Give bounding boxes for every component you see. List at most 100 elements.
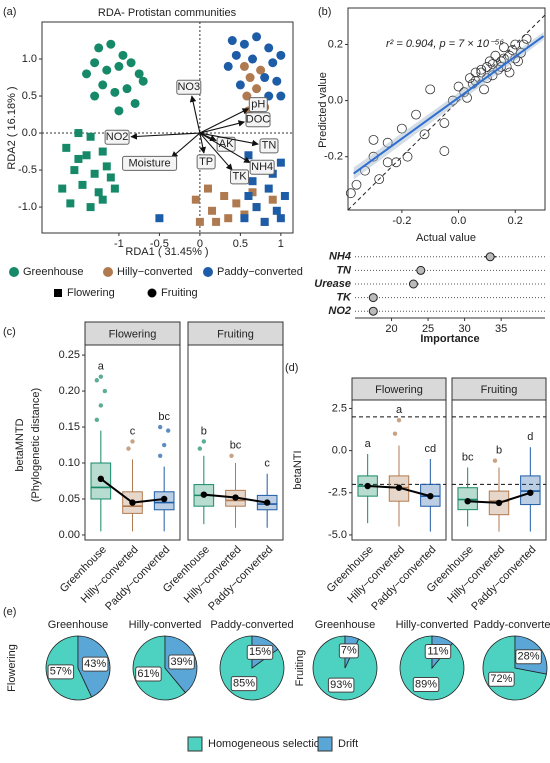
point (476, 67, 487, 78)
point (276, 158, 285, 167)
legend-swatch (203, 267, 213, 277)
point (90, 169, 99, 178)
legend-label: Drift (338, 738, 358, 750)
outlier (98, 403, 104, 408)
x-tick-label: 25 (422, 323, 434, 335)
y-tick-label: 0.5 (22, 90, 37, 102)
significance-letter: bc (230, 440, 242, 452)
point (447, 95, 458, 106)
y-axis-label: Predicted value (317, 72, 329, 148)
point (86, 132, 95, 141)
env-label-box (248, 97, 268, 113)
x-axis-label: Importance (420, 333, 479, 345)
category-label: Hilly−converted (79, 544, 141, 606)
panel-label: (e) (3, 606, 16, 618)
outlier (98, 374, 104, 379)
env-arrow (199, 108, 250, 134)
significance-letter: cd (425, 443, 437, 455)
y-tick-label: 0.10 (59, 457, 80, 469)
plot-frame (41, 21, 294, 234)
pie-label-box (168, 654, 195, 670)
facet-label: Fruiting (217, 328, 254, 340)
point (345, 188, 356, 199)
y-tick-label: -2.5 (328, 487, 347, 499)
point (82, 151, 91, 160)
panel (84, 344, 181, 541)
x-tick-label: 1 (278, 238, 284, 250)
y-tick-label: -0.5 (18, 164, 37, 176)
facet-label: Fruiting (481, 384, 518, 396)
panel (187, 344, 284, 541)
point (240, 214, 249, 223)
point (374, 174, 385, 185)
point (453, 81, 464, 92)
outlier (165, 428, 171, 433)
facet-label: Flowering (109, 328, 157, 340)
env-label: pH (251, 98, 265, 110)
env-label: TK (232, 171, 247, 183)
env-label-box (249, 159, 275, 175)
point (439, 118, 450, 128)
significance-letter: bc (158, 411, 170, 423)
point (481, 62, 492, 72)
pie-label-box (230, 676, 258, 692)
mean-point (395, 484, 403, 491)
point (239, 61, 249, 71)
legend-label: Homogeneous selection (208, 738, 326, 750)
pie-title: Greenhouse (48, 619, 109, 631)
point (244, 191, 253, 200)
point (239, 39, 249, 49)
legend-swatch (9, 267, 19, 277)
point (114, 61, 124, 71)
point (382, 137, 393, 148)
point (134, 69, 144, 79)
point (462, 92, 472, 103)
env-label: NH4 (251, 161, 273, 173)
plot-frame (347, 7, 546, 211)
env-label: TN (262, 140, 277, 152)
pie-label-box (515, 649, 542, 665)
significance-letter: a (396, 404, 403, 416)
facet-label: Flowering (375, 384, 423, 396)
mean-point (427, 492, 434, 500)
panel-label: (d) (285, 362, 298, 374)
point (272, 206, 281, 215)
point (490, 50, 501, 61)
point (391, 157, 402, 168)
significance-letter: b (201, 425, 207, 437)
env-label: Moisture (128, 157, 170, 169)
point (66, 199, 75, 208)
x-axis-label: RDA1 ( 31.45% ) (125, 246, 208, 258)
outlier (157, 424, 163, 430)
y-tick-label: -5.0 (328, 529, 347, 541)
y-axis-label: RDA2 ( 16.18% ) (6, 86, 18, 169)
point (470, 67, 481, 78)
y-tick-label: -0.2 (324, 151, 343, 163)
y-tick-label: 1.0 (22, 53, 37, 65)
pie-title: Hilly-converted (129, 619, 202, 631)
pie-label-box (81, 656, 109, 672)
env-label: NO2 (106, 131, 129, 143)
point (498, 42, 509, 53)
pie-label-box (412, 677, 440, 693)
point (106, 39, 116, 49)
point (382, 157, 393, 168)
point (518, 39, 529, 50)
point (411, 109, 421, 120)
point (227, 36, 237, 46)
point (260, 73, 270, 83)
row-label: Flowering (6, 644, 18, 692)
fit-line (353, 35, 545, 175)
point (484, 56, 495, 67)
point (260, 217, 269, 226)
point (106, 173, 115, 182)
y-tick-label: 0.0 (22, 127, 37, 139)
point (268, 195, 277, 204)
y-tick-label: 0.05 (59, 493, 80, 505)
y-tick-label: 0.15 (59, 421, 80, 433)
panel-label: (b) (318, 6, 331, 18)
y-tick-label: -1.0 (18, 201, 37, 213)
point (98, 147, 107, 156)
point (419, 129, 430, 140)
